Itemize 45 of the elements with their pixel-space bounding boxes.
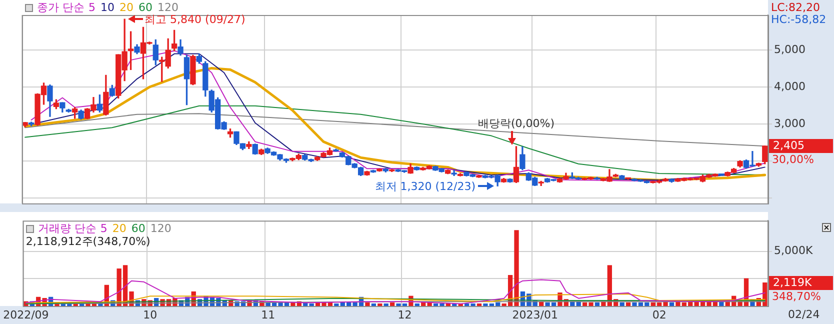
- bar: [594, 302, 600, 306]
- bar: [669, 302, 674, 306]
- legend-title: 거래량 단순: [38, 222, 96, 235]
- bar: [384, 303, 388, 306]
- y-tick-label: 3,000: [774, 116, 806, 130]
- x-tick-label: 10: [143, 308, 158, 322]
- text: 5: [88, 1, 96, 14]
- text: 10: [100, 1, 114, 14]
- bar: [371, 303, 376, 306]
- bar: [309, 303, 314, 306]
- text: HC:-58,82: [771, 13, 826, 26]
- bar: [476, 303, 482, 306]
- text: 2,119K: [769, 276, 833, 290]
- bar: [365, 302, 370, 306]
- x-tick-label: 2023/01: [512, 308, 558, 322]
- bar: [390, 302, 395, 306]
- x-tick-label: 12: [398, 308, 412, 322]
- y-tick-label: 4,000: [774, 80, 806, 93]
- text: 60: [138, 1, 152, 14]
- text: 20: [120, 1, 134, 14]
- bar: [414, 303, 420, 306]
- text: 120: [150, 222, 172, 235]
- legend-title: 종가 단순: [37, 1, 84, 14]
- x-tick-label: 2022/09: [3, 308, 49, 322]
- bar: [378, 303, 382, 306]
- x-tick-label: 02: [652, 308, 666, 322]
- annotation: 최고 5,840 (09/27): [144, 13, 246, 26]
- annotation: 배당락(0,00%): [478, 116, 554, 130]
- text: 5: [100, 222, 108, 235]
- text: 348,70%: [772, 290, 821, 303]
- annotation: 2,118,912주(348,70%): [26, 234, 150, 248]
- y-tick-label: 5,000: [774, 42, 806, 56]
- bar: [620, 302, 624, 306]
- text: 120: [158, 1, 178, 14]
- text: 2,405: [769, 138, 833, 153]
- text: 30,00%: [772, 152, 814, 166]
- candlestick: [414, 166, 420, 170]
- text: 60: [131, 222, 146, 235]
- y-tick-label: 5,000K: [774, 244, 814, 258]
- text: 20: [112, 222, 126, 235]
- bar: [626, 302, 631, 306]
- x-tick-label: 11: [261, 308, 276, 322]
- text: 02/24: [788, 308, 820, 321]
- annotation: 최저 1,320 (12/23): [374, 180, 476, 194]
- text: LC:82,20: [771, 1, 820, 14]
